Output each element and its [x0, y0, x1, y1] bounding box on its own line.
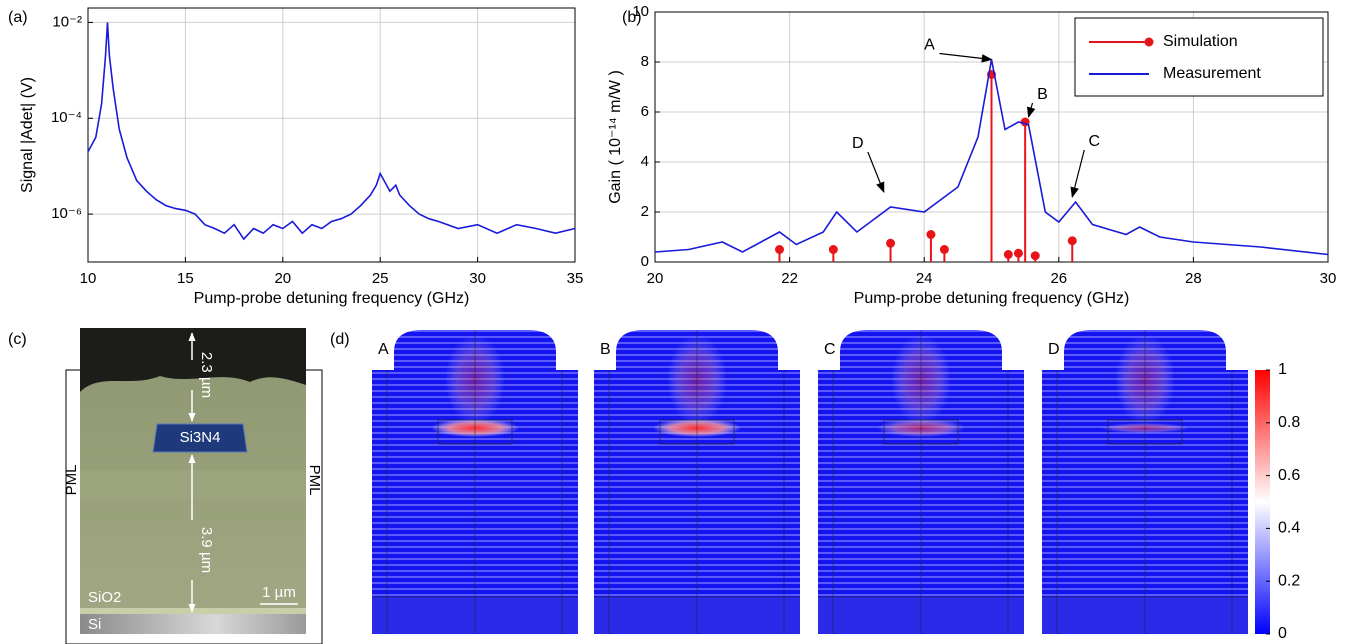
annotation: B: [1037, 86, 1048, 103]
x-tick-label: 15: [177, 270, 194, 287]
colorbar-tick-label: 0.2: [1278, 572, 1300, 589]
annotation-arrow: [1027, 102, 1036, 119]
annotation-arrow: [867, 151, 885, 194]
field-map: B: [594, 330, 800, 634]
colorbar-tick-label: 0.6: [1278, 467, 1300, 484]
gap-label: 3.9 µm: [198, 527, 215, 573]
stem-head: [939, 245, 949, 254]
colorbar-tick-label: 0.8: [1278, 414, 1300, 431]
stem-head: [886, 238, 896, 248]
stem-head: [1003, 250, 1013, 259]
y-tick-label: 10: [632, 3, 649, 20]
y-tick-label: 6: [641, 103, 649, 120]
x-tick-label: 35: [567, 270, 584, 287]
panel-label: (c): [8, 331, 27, 348]
x-tick-label: 25: [372, 270, 389, 287]
sem-top: [80, 328, 306, 392]
field-map: D: [1042, 330, 1248, 634]
annotation-arrow: [1070, 149, 1085, 199]
y-tick-label: 2: [641, 203, 649, 220]
y-tick-label: 10⁻⁴: [51, 109, 82, 126]
x-tick-label: 20: [274, 270, 291, 287]
x-axis-label: Pump-probe detuning frequency (GHz): [854, 290, 1130, 307]
x-tick-label: 28: [1185, 270, 1202, 287]
stem-head: [828, 245, 838, 254]
core-label: Si3N4: [180, 429, 221, 446]
annotation-arrow: [939, 52, 993, 63]
x-tick-label: 20: [647, 270, 664, 287]
x-tick-label: 24: [916, 270, 933, 287]
x-axis-label: Pump-probe detuning frequency (GHz): [194, 290, 470, 307]
y-axis-label: Signal |Adet| (V): [19, 77, 36, 193]
gap-label: 2.3 µm: [198, 352, 215, 398]
stem-head: [926, 230, 936, 239]
map-label: B: [600, 341, 611, 358]
y-tick-label: 0: [641, 253, 649, 270]
cladding-label: SiO2: [88, 589, 121, 606]
panel-label: (b): [622, 9, 642, 26]
legend-label: Measurement: [1163, 65, 1261, 82]
colorbar-tick-label: 0.4: [1278, 520, 1300, 537]
annotation: D: [852, 135, 864, 152]
panel-label: (d): [330, 331, 350, 348]
scale-label: 1 µm: [262, 584, 296, 601]
annotation: A: [924, 37, 935, 54]
stem-head: [1030, 251, 1040, 261]
substrate-label: Si: [88, 616, 101, 633]
map-label: D: [1048, 341, 1060, 358]
colorbar: [1255, 370, 1270, 634]
plot-frame: [87, 7, 576, 263]
y-tick-label: 8: [641, 53, 649, 70]
stem-head: [775, 245, 785, 254]
map-label: A: [378, 341, 389, 358]
map-label: C: [824, 341, 836, 358]
colorbar-tick-label: 1: [1278, 361, 1287, 378]
pml-label: PML: [63, 465, 80, 496]
x-tick-label: 26: [1050, 270, 1067, 287]
legend-label: Simulation: [1163, 33, 1238, 50]
panel-label: (a): [8, 9, 28, 26]
annotation: C: [1088, 133, 1100, 150]
x-tick-label: 22: [781, 270, 798, 287]
sem-band: [80, 470, 306, 500]
sem-panel: (c) Si3N4 2.3 µm 3.9 µm SiO2 Si 1 µm PML…: [8, 328, 323, 644]
stem-head: [1067, 236, 1077, 246]
x-tick-label: 10: [80, 270, 97, 287]
legend-box: [1074, 17, 1324, 97]
legend-swatch-dot: [1144, 37, 1154, 47]
pml-label: PML: [306, 465, 323, 496]
y-axis-label: Gain ( 10⁻¹⁴ m/W ): [607, 70, 624, 204]
waveguide: [152, 423, 248, 453]
y-tick-label: 10⁻²: [52, 13, 82, 30]
y-tick-label: 10⁻⁶: [51, 205, 82, 222]
sem-sio2-line: [80, 608, 306, 614]
data-line: [87, 22, 576, 241]
field-map: A: [372, 330, 578, 634]
y-tick-label: 4: [641, 153, 649, 170]
field-map: C: [818, 330, 1024, 634]
x-tick-label: 30: [1320, 270, 1337, 287]
sem-si: [80, 614, 306, 634]
colorbar-tick-label: 0: [1278, 625, 1287, 642]
x-tick-label: 30: [469, 270, 486, 287]
stem-head: [1013, 248, 1023, 258]
